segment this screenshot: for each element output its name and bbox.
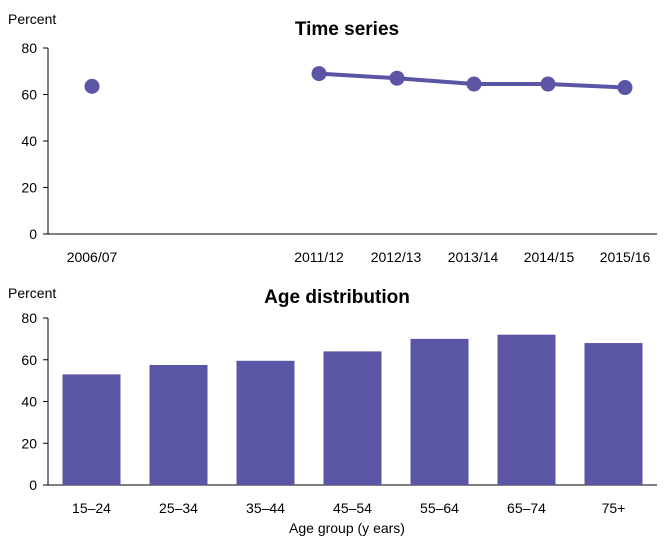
time-series-chart: Percent Time series 0 20 40 60 80 2006/07 201… — [8, 11, 657, 265]
age-distribution-bar — [236, 360, 295, 485]
age-distribution-bar — [410, 338, 469, 485]
time-series-points — [84, 66, 633, 96]
age-distribution-ytick-label: 40 — [21, 394, 37, 410]
time-series-xtick-label: 2013/14 — [448, 249, 499, 265]
age-distribution-bar — [149, 364, 208, 485]
time-series-ytick-label: 20 — [21, 180, 37, 196]
time-series-xtick-label: 2006/07 — [67, 249, 118, 265]
age-distribution-bar — [323, 351, 382, 485]
age-distribution-title: Age distribution — [264, 287, 410, 308]
time-series-point — [84, 78, 100, 94]
age-distribution-x-ticks: 15–24 25–34 35–44 45–54 55–64 65–74 75+ — [72, 500, 625, 516]
time-series-xtick-label: 2012/13 — [371, 249, 422, 265]
time-series-ytick-label: 0 — [29, 226, 37, 242]
time-series-ylabel: Percent — [8, 11, 56, 27]
age-distribution-xtick-label: 65–74 — [507, 500, 546, 516]
age-distribution-bar — [584, 343, 643, 485]
age-distribution-ytick-label: 20 — [21, 435, 37, 451]
time-series-point — [617, 80, 633, 96]
time-series-point — [311, 66, 327, 82]
time-series-x-ticks: 2006/07 2011/12 2012/13 2013/14 2014/15 2015/… — [67, 249, 651, 265]
time-series-point — [389, 70, 405, 86]
age-distribution-bar — [62, 374, 121, 485]
time-series-ytick-label: 40 — [21, 133, 37, 149]
age-distribution-y-ticks: 0 20 40 60 80 — [21, 310, 48, 493]
age-distribution-ytick-label: 60 — [21, 352, 37, 368]
time-series-xtick-label: 2015/16 — [600, 249, 651, 265]
age-distribution-xtick-label: 25–34 — [159, 500, 198, 516]
time-series-xtick-label: 2011/12 — [294, 249, 344, 265]
age-distribution-bars — [62, 334, 643, 485]
age-distribution-bar — [497, 334, 556, 485]
time-series-point — [466, 76, 482, 92]
age-distribution-ytick-label: 80 — [21, 310, 37, 326]
time-series-ytick-label: 80 — [21, 40, 37, 56]
age-distribution-ytick-label: 0 — [29, 477, 37, 493]
age-distribution-xtick-label: 75+ — [602, 500, 626, 516]
age-distribution-xlabel: Age group (y ears) — [289, 520, 405, 536]
age-distribution-xtick-label: 35–44 — [246, 500, 285, 516]
time-series-ytick-label: 60 — [21, 87, 37, 103]
age-distribution-xtick-label: 45–54 — [333, 500, 372, 516]
age-distribution-xtick-label: 55–64 — [420, 500, 459, 516]
time-series-y-ticks: 0 20 40 60 80 — [21, 40, 48, 242]
time-series-title: Time series — [295, 19, 399, 40]
time-series-xtick-label: 2014/15 — [524, 249, 575, 265]
age-distribution-chart: Percent Age distribution 0 20 40 60 80 15–24… — [8, 285, 657, 536]
time-series-point — [540, 76, 556, 92]
age-distribution-xtick-label: 15–24 — [72, 500, 111, 516]
age-distribution-ylabel: Percent — [8, 285, 56, 301]
